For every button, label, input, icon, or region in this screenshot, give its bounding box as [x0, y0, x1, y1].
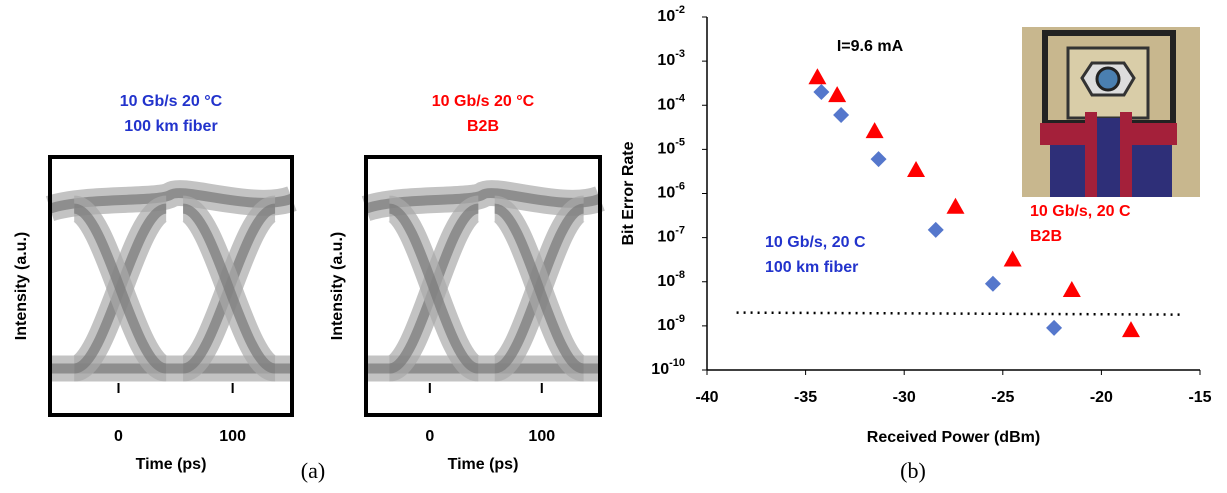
data-point [946, 197, 965, 214]
y-axis-label: Intensity (a.u.) [13, 232, 30, 340]
annotation: I=9.6 mA [837, 38, 904, 55]
inset-photo [1022, 27, 1200, 197]
x-tick-label: 0 [425, 428, 434, 445]
eye-trace-core [48, 188, 294, 214]
data-point [870, 151, 887, 168]
legend-label: B2B [1030, 228, 1062, 245]
data-point [1046, 319, 1063, 336]
data-point [833, 107, 850, 124]
x-tick-label: 100 [528, 428, 555, 445]
y-tick-label: 10-3 [657, 48, 685, 69]
data-point [828, 86, 847, 103]
caption: (a) [301, 458, 325, 483]
chart-title: 10 Gb/s 20 °C [120, 93, 223, 110]
x-tick-label: -40 [695, 389, 718, 406]
plot-frame [48, 155, 294, 417]
x-tick-label: -20 [1090, 389, 1113, 406]
x-tick-label: -30 [893, 389, 916, 406]
y-tick-label: 10-6 [657, 180, 685, 201]
data-point [1062, 281, 1081, 298]
chart-title: B2B [467, 118, 499, 135]
eye-trace-core [72, 203, 168, 374]
x-tick-label: -15 [1188, 389, 1211, 406]
eye-trace-core [387, 203, 480, 374]
x-tick-label: -35 [794, 389, 817, 406]
y-tick-label: 10-4 [657, 92, 685, 113]
x-axis-label: Time (ps) [136, 456, 207, 473]
chart-title: 100 km fiber [124, 118, 217, 135]
y-axis-label: Bit Error Rate [620, 141, 637, 245]
y-tick-label: 10-2 [657, 4, 685, 25]
x-axis-label: Received Power (dBm) [867, 429, 1040, 446]
y-tick-label: 10-9 [657, 313, 685, 334]
x-tick-label: 100 [219, 428, 246, 445]
data-point [865, 122, 884, 139]
legend-label: 100 km fiber [765, 259, 858, 276]
chart-title: 10 Gb/s 20 °C [432, 93, 535, 110]
data-point [813, 83, 830, 100]
data-point [1121, 321, 1140, 338]
plot-frame [364, 155, 602, 417]
eye-pattern [361, 157, 605, 415]
legend-label: 10 Gb/s, 20 C [1030, 203, 1131, 220]
data-point [808, 68, 827, 85]
y-tick-label: 10-5 [657, 136, 685, 157]
legend-label: 10 Gb/s, 20 C [765, 234, 866, 251]
data-point [927, 221, 944, 238]
eye-trace-core [493, 203, 586, 374]
x-tick-label: 0 [114, 428, 123, 445]
y-tick-label: 10-7 [657, 225, 685, 246]
reference-line [736, 311, 1181, 316]
eye-trace-core [181, 203, 277, 374]
data-point [907, 161, 926, 178]
y-tick-label: 10-10 [651, 357, 685, 378]
x-axis-label: Time (ps) [448, 456, 519, 473]
eye-pattern [45, 157, 297, 415]
data-point [984, 275, 1001, 292]
caption: (b) [900, 458, 926, 483]
data-point [1003, 250, 1022, 267]
y-axis-label: Intensity (a.u.) [329, 232, 346, 340]
y-tick-label: 10-8 [657, 269, 685, 290]
x-tick-label: -25 [991, 389, 1014, 406]
